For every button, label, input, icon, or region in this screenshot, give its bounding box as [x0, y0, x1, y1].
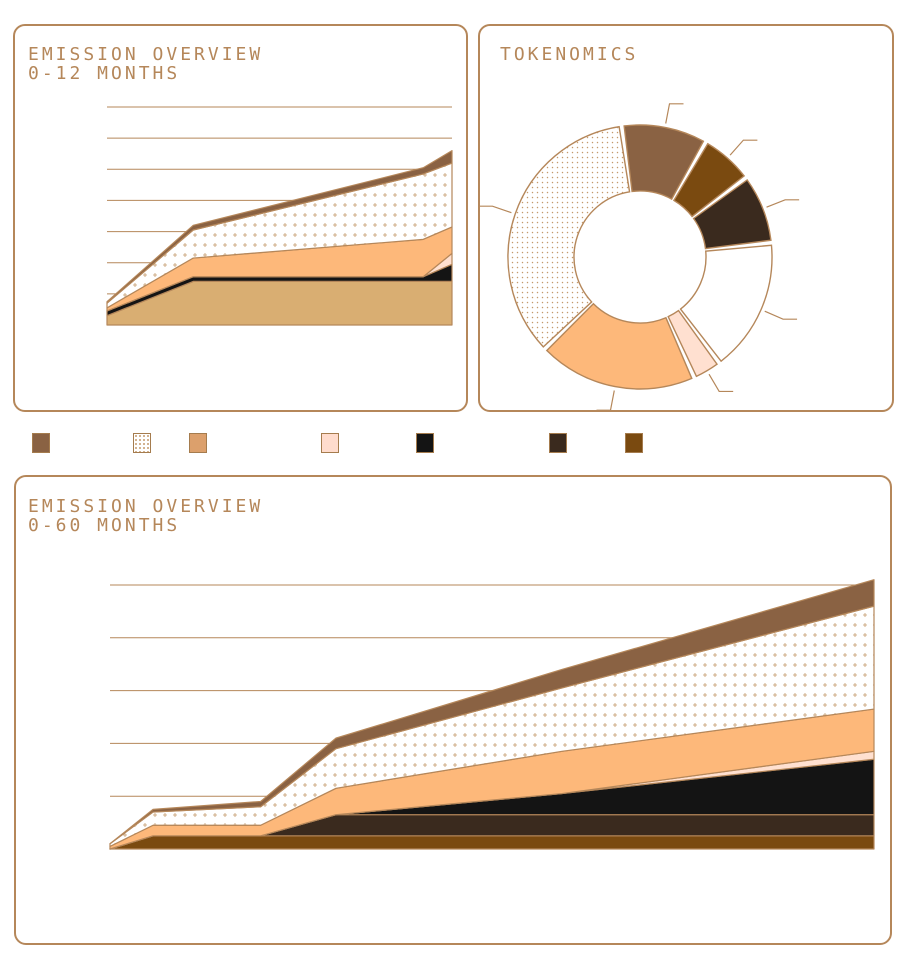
leader-line-6 — [596, 390, 615, 411]
donut-slice-1 — [623, 124, 705, 201]
tokenomics-title: TOKENOMICS — [500, 45, 638, 64]
leader-line-5 — [708, 373, 734, 393]
legend-swatch-6 — [549, 433, 567, 453]
legend-swatch-3 — [189, 433, 207, 453]
tokenomics-donut — [478, 103, 800, 411]
tokenomics-title-text: TOKENOMICS — [500, 44, 639, 65]
area-series-1 — [109, 835, 875, 850]
legend-swatch-5 — [416, 433, 434, 453]
leader-line-4 — [764, 310, 798, 320]
legend-swatch-7 — [625, 433, 643, 453]
area-series-6 — [106, 150, 453, 304]
emission-60-title: EMISSION OVERVIEW 0-60 MONTHS — [28, 497, 263, 535]
donut-slice-3 — [692, 178, 772, 250]
leader-line-1 — [665, 103, 684, 124]
emission-60-title-line1: EMISSION OVERVIEW — [28, 496, 264, 517]
legend-swatch-2 — [133, 433, 151, 453]
donut-slice-4 — [679, 244, 773, 363]
donut-slice-7 — [507, 125, 631, 348]
emission-60-title-line2: 0-60 MONTHS — [28, 515, 181, 536]
emission-12-title-line2: 0-12 MONTHS — [28, 63, 181, 84]
leader-line-3 — [766, 199, 800, 208]
area-series-7 — [109, 579, 875, 845]
emission-12-title-line1: EMISSION OVERVIEW — [28, 44, 264, 65]
donut-slice-5 — [667, 309, 719, 378]
leader-line-2 — [729, 139, 758, 156]
emission-60-chart — [109, 579, 875, 850]
donut-slice-2 — [672, 142, 746, 218]
donut-slice-6 — [545, 302, 693, 390]
emission-12-chart — [106, 106, 453, 326]
leader-line-7 — [478, 205, 512, 214]
legend-swatch-1 — [32, 433, 50, 453]
emission-12-title: EMISSION OVERVIEW 0-12 MONTHS — [28, 45, 263, 83]
legend-swatch-4 — [321, 433, 339, 453]
